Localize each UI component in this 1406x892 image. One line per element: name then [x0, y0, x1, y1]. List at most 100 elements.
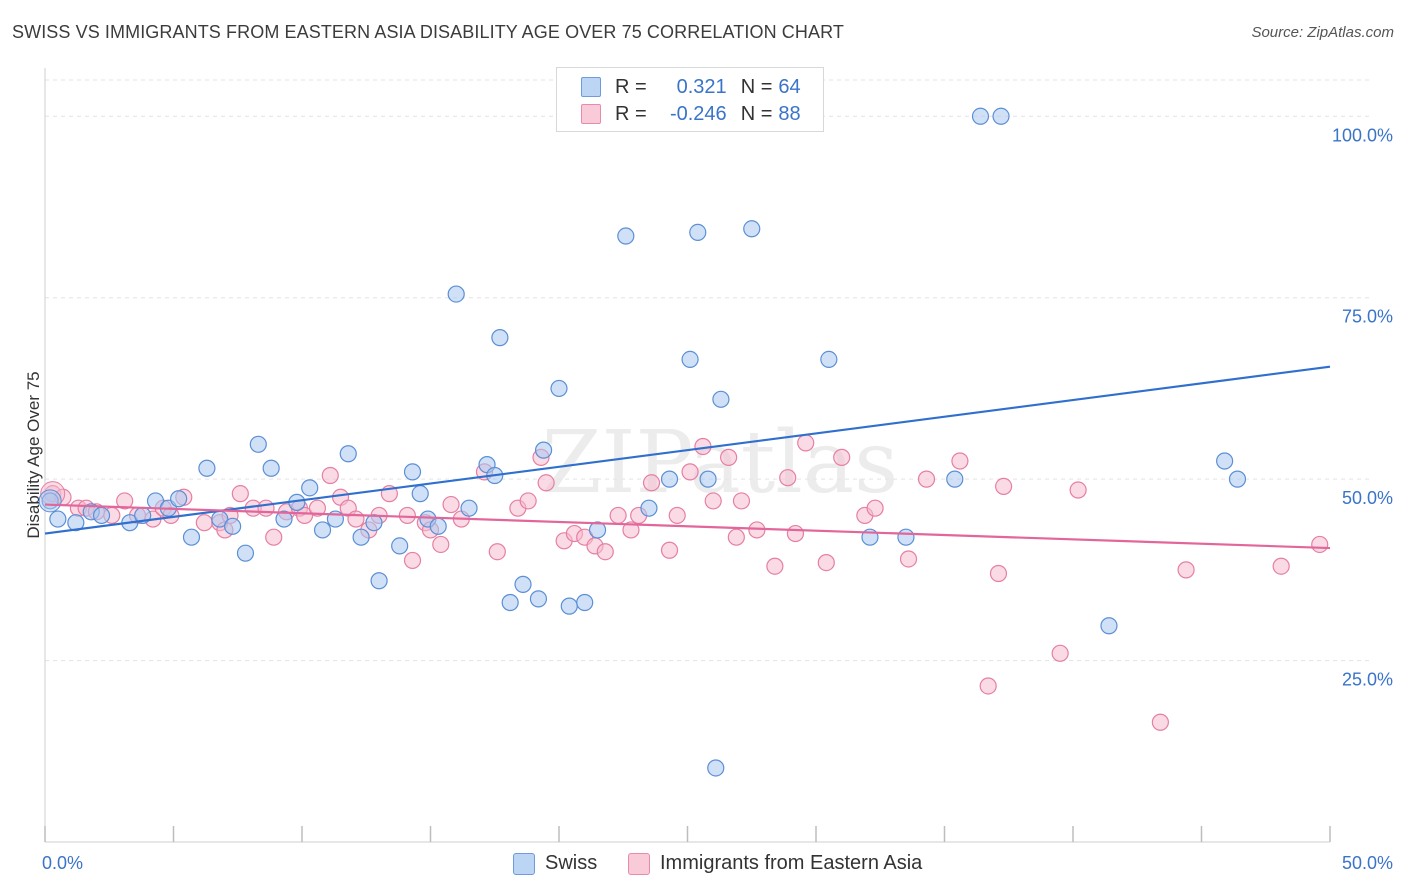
swiss-point	[236, 544, 255, 562]
swiss-point	[198, 459, 216, 477]
swiss-n-value: 64	[778, 75, 801, 98]
swiss-point	[707, 759, 725, 777]
immigrants-point	[1177, 561, 1195, 579]
immigrants-point	[989, 564, 1008, 583]
swiss-point	[460, 499, 478, 517]
swiss-point	[1228, 470, 1247, 488]
immigrants-point	[488, 543, 506, 561]
immigrants-point	[308, 499, 327, 517]
immigrants-point	[596, 543, 614, 561]
immigrants-point	[866, 499, 884, 517]
swiss-point	[38, 489, 62, 513]
axes	[44, 68, 1331, 843]
swiss-point	[514, 575, 532, 593]
swiss-point	[743, 220, 761, 238]
swiss-legend-swatch	[513, 852, 535, 875]
immigrants-point	[720, 448, 738, 466]
y-tick-label: 50.0%	[1342, 488, 1393, 508]
chart-title: SWISS VS IMMIGRANTS FROM EASTERN ASIA DI…	[12, 22, 844, 42]
swiss-point	[429, 517, 447, 535]
immigrants-point	[642, 474, 661, 492]
swiss-trend-line	[44, 365, 1331, 535]
immigrants-point	[1151, 713, 1169, 731]
swiss-point	[681, 350, 699, 368]
legend-row-immigrants: R = -0.246 N = 88	[581, 102, 801, 126]
immigrants-point	[321, 466, 339, 485]
swiss-point	[365, 514, 383, 532]
immigrants-point	[257, 499, 275, 517]
immigrants-point	[1311, 535, 1329, 554]
swiss-point	[275, 510, 293, 528]
x-tick-label: 0.0%	[42, 853, 83, 873]
immigrants-point	[732, 492, 751, 510]
swiss-point	[1216, 452, 1234, 470]
swiss-point	[1100, 617, 1118, 635]
swiss-r-value: 0.321	[676, 75, 727, 98]
immigrants-point	[116, 492, 134, 510]
immigrants-point	[817, 553, 835, 572]
immigrants-point	[833, 448, 851, 466]
y-tick-label: 25.0%	[1342, 670, 1393, 690]
swiss-point	[49, 510, 67, 528]
swiss-swatch	[581, 77, 601, 97]
immigrants-point	[727, 528, 745, 546]
swiss-point	[447, 285, 465, 303]
swiss-point	[971, 107, 990, 125]
swiss-point	[391, 537, 409, 555]
swiss-point	[946, 470, 964, 488]
swiss-point	[67, 514, 85, 532]
swiss-point	[712, 390, 730, 408]
swiss-point	[411, 485, 429, 503]
swiss-point	[501, 593, 519, 612]
immigrants-point	[398, 506, 416, 525]
swiss-point	[640, 499, 658, 517]
series-legend: Swiss Immigrants from Eastern Asia	[0, 852, 1406, 878]
swiss-point	[992, 107, 1010, 125]
immigrants-point	[537, 474, 555, 492]
swiss-point	[529, 590, 548, 608]
immigrants-point	[668, 506, 686, 525]
immigrants-point	[951, 452, 969, 470]
immigrants-point	[622, 521, 640, 539]
swiss-point	[92, 506, 111, 525]
swiss-point	[617, 227, 635, 245]
immigrants-point	[979, 677, 997, 695]
swiss-point	[534, 441, 553, 459]
grid-lines	[45, 79, 1370, 662]
swiss-point	[339, 445, 357, 463]
swiss-point	[301, 479, 319, 497]
x-tick-label: 50.0%	[1342, 853, 1393, 873]
immigrants-point	[347, 510, 365, 528]
swiss-point	[249, 435, 267, 453]
immigrants-point	[1272, 557, 1290, 575]
immigrants-point	[786, 524, 805, 543]
swiss-point	[588, 521, 607, 539]
legend-item-swiss: Swiss	[513, 852, 597, 875]
immigrants-point	[403, 551, 422, 570]
immigrants-point	[779, 469, 797, 487]
stats-legend: R = 0.321 N = 64 R = -0.246 N = 88	[556, 67, 824, 132]
swiss-point	[224, 517, 242, 535]
immigrants-point	[231, 485, 249, 503]
immigrants-legend-label: Immigrants from Eastern Asia	[660, 852, 923, 874]
immigrants-point	[432, 535, 450, 554]
immigrants-point	[265, 528, 283, 546]
immigrants-point	[195, 514, 213, 532]
swiss-point	[689, 223, 707, 241]
swiss-point	[550, 379, 568, 398]
immigrants-point	[704, 492, 722, 510]
tick-labels: 25.0% 50.0% 75.0% 100.0% 0.0% 50.0%	[42, 125, 1393, 873]
swiss-point	[403, 463, 422, 481]
immigrants-trend-line	[44, 503, 1331, 550]
y-tick-label: 100.0%	[1332, 125, 1393, 145]
legend-item-immigrants: Immigrants from Eastern Asia	[628, 852, 922, 875]
immigrants-legend-swatch	[628, 852, 650, 875]
immigrants-point	[442, 495, 460, 514]
r-label: R =	[615, 75, 647, 98]
swiss-point	[182, 528, 201, 546]
r-label: R =	[615, 102, 647, 125]
swiss-point	[660, 470, 679, 488]
immigrants-point	[609, 506, 627, 525]
immigrants-r-value: -0.246	[669, 102, 727, 125]
swiss-point	[897, 528, 915, 546]
